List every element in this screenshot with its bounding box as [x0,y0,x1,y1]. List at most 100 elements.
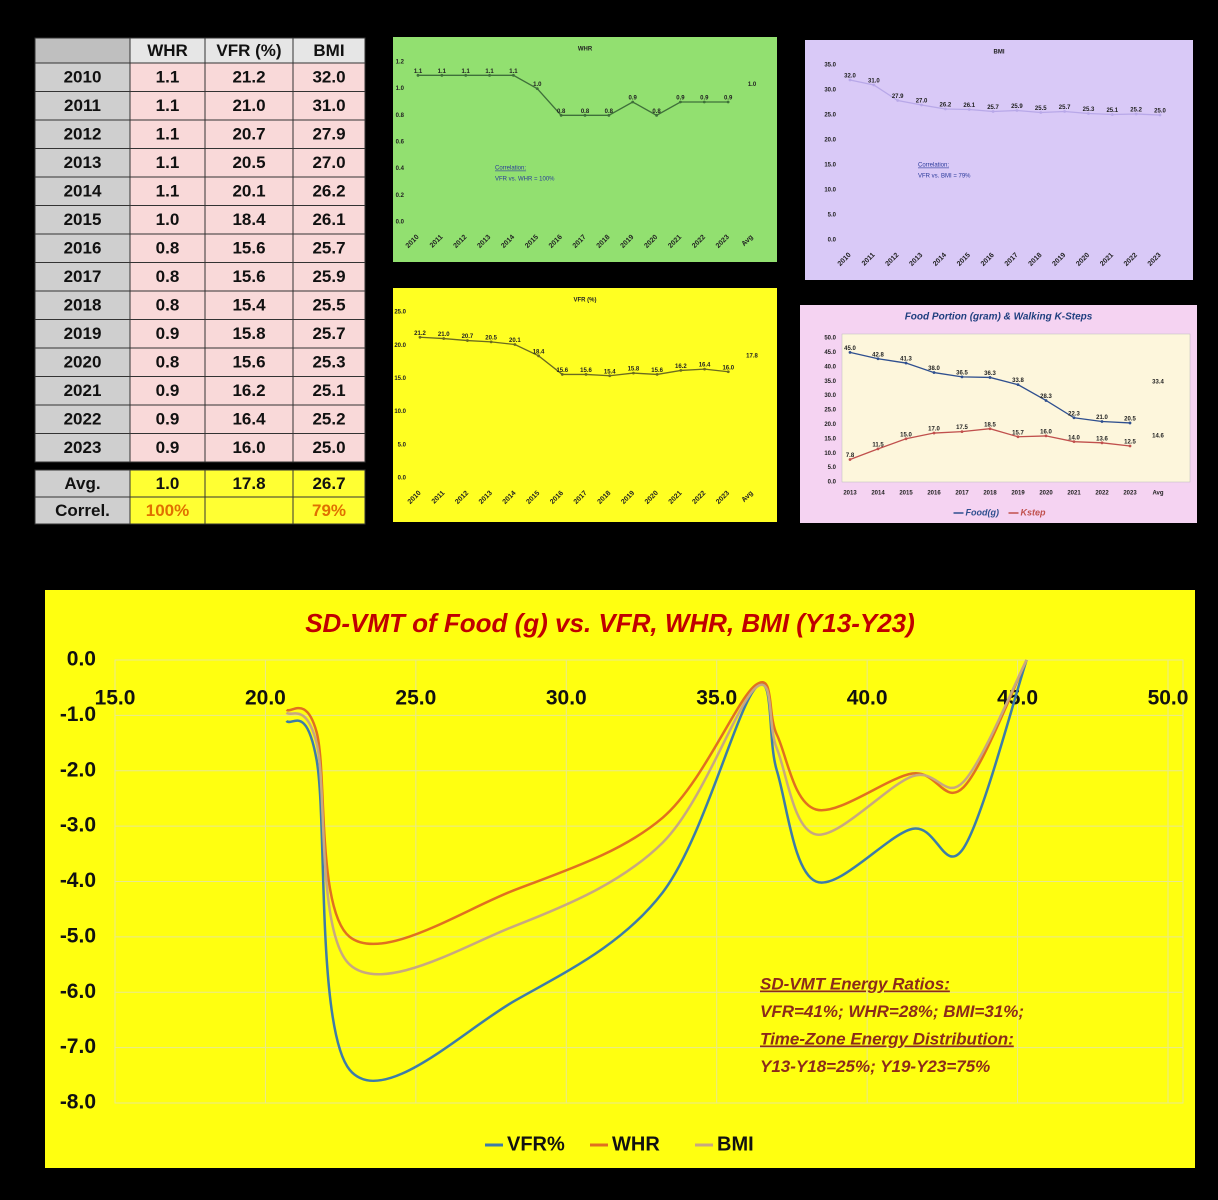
data-label: 36.3 [984,371,996,377]
series-line [418,74,729,117]
data-label: 26.2 [940,103,952,109]
table-cell-text: 2013 [64,153,102,172]
table-cell-text: 15.6 [232,239,265,258]
table-cell [34,91,131,121]
data-label: 0.8 [581,109,590,115]
data-label: 17.8 [746,353,758,359]
series-marker [679,100,682,104]
legend-label: WHR [612,1133,660,1155]
data-label: 20.7 [462,334,474,340]
table-cell-text: 2017 [64,267,102,286]
chart-background [805,40,1193,280]
y-tick-label: 45.0 [824,350,836,356]
y-tick-label: 5.0 [828,213,837,219]
series-marker [967,108,971,111]
table-cell [292,347,366,377]
series-marker [904,361,908,365]
table-cell-text: 2015 [64,210,102,229]
series-curve [285,659,1028,976]
series-marker [920,103,923,107]
y-tick-label: 0.0 [828,238,837,244]
series-marker [991,110,995,113]
data-label: 25.0 [1154,109,1166,115]
table-cell [34,205,131,235]
series-marker [848,458,852,461]
series-marker [440,73,444,77]
table-cell [129,233,206,263]
table-cell-text: 0.9 [156,381,180,400]
table-cell-text: 1.1 [156,96,180,115]
series-marker [1110,113,1114,116]
table-cell [129,91,206,121]
table-cell [129,433,206,463]
series-marker [488,73,491,77]
table-cell-text: 0.9 [156,410,180,429]
data-label: 33.4 [1152,379,1164,385]
x-tick-label: Avg [1152,491,1163,497]
data-label: 16.4 [699,363,711,369]
table-cell [204,290,294,320]
y-tick-label: -5.0 [60,924,96,947]
series-marker [1128,421,1132,425]
series-marker [466,339,469,342]
y-tick-label: 15.0 [824,163,836,169]
series-marker [988,376,992,379]
table-cell-text: 1.1 [156,153,180,172]
data-label: 15.6 [580,368,592,374]
series-marker [726,100,730,104]
data-label: 15.4 [604,369,616,375]
data-label: 16.0 [722,365,734,371]
table-cell-text: 17.8 [232,474,265,493]
data-label: 0.9 [676,96,685,102]
x-tick-label: 2018 [983,491,997,497]
table-cell [129,205,206,235]
series-marker [679,369,683,372]
y-tick-label: 0.6 [396,140,405,146]
y-tick-label: 0.8 [396,113,405,119]
table-cell [292,319,366,349]
annotation: VFR vs. BMI = 79% [918,174,971,180]
table-cell-text: 26.7 [312,474,345,493]
data-label: 18.5 [984,422,996,428]
series-marker [904,437,908,441]
series-marker [876,357,880,361]
table-cell-text: VFR (%) [216,41,281,60]
data-label: 45.0 [844,346,856,352]
series-marker [1128,444,1132,448]
series-marker [1072,416,1076,420]
x-tick-label: 2023 [1123,491,1137,497]
table-cell-text: 18.4 [232,210,266,229]
data-label: 20.1 [509,338,521,344]
series-curve [285,659,1028,1083]
series-marker [896,99,900,102]
table-cell [204,347,294,377]
data-label: 15.8 [628,367,640,373]
table-cell-text: 27.0 [312,153,345,172]
table-cell-text: 27.9 [312,125,345,144]
data-label: 15.6 [651,368,663,374]
table-cell [292,62,366,92]
table-cell-text: 2020 [64,353,102,372]
table-cell [129,37,206,64]
data-label: 0.8 [652,109,661,115]
x-tick-label: 2021 [1067,491,1081,497]
chart-title: SD-VMT of Food (g) vs. VFR, WHR, BMI (Y1… [305,608,915,638]
y-tick-label: 25.0 [824,408,836,414]
data-label: 41.3 [900,357,912,363]
table-cell [129,176,206,206]
y-tick-label: -3.0 [60,814,96,837]
table-cell-text: 15.6 [232,353,265,372]
table-cell-text: 2010 [64,68,102,87]
series-marker [583,113,587,117]
legend-label: BMI [717,1133,754,1155]
data-label: 0.9 [700,96,709,102]
series-marker [655,373,659,376]
table-cell-text: 0.8 [156,267,180,286]
table-cell-text: 20.5 [232,153,265,172]
data-label: 18.4 [533,349,545,355]
series-marker [1039,111,1043,114]
data-label: 1.0 [748,82,757,88]
x-tick-label: 20.0 [245,686,286,709]
series-marker [988,427,992,431]
data-label: 14.6 [1152,434,1164,440]
